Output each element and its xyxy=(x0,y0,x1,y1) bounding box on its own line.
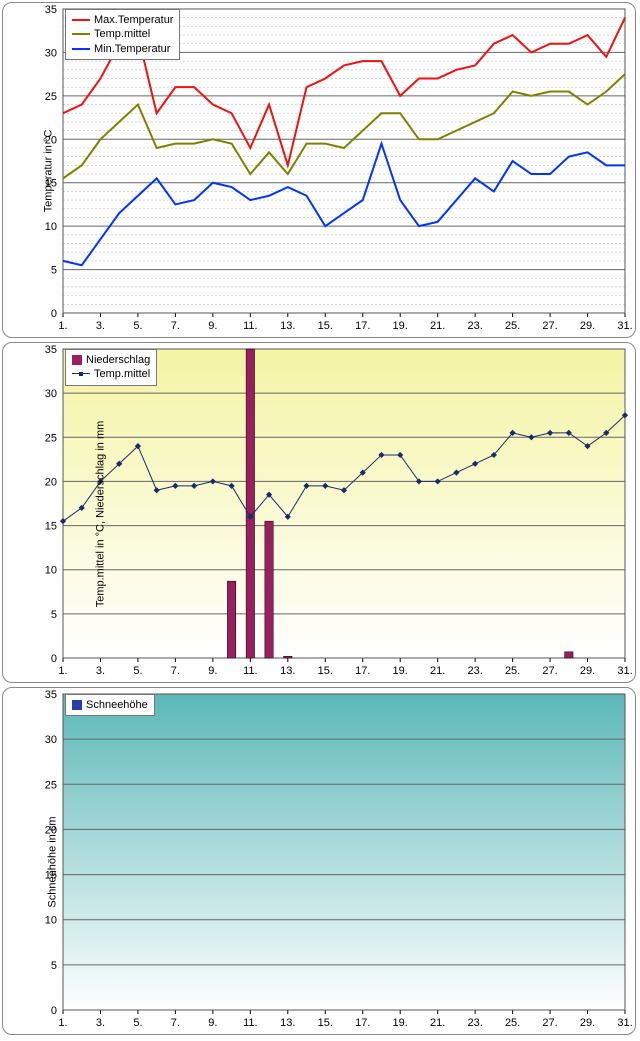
svg-text:13.: 13. xyxy=(280,320,295,332)
legend-swatch xyxy=(72,33,90,35)
legend-swatch xyxy=(72,19,90,21)
svg-text:21.: 21. xyxy=(430,320,445,332)
svg-text:3.: 3. xyxy=(96,665,105,677)
svg-text:35: 35 xyxy=(45,689,57,701)
ylabel-2: Temp.mittel in °C, Niederschlag in mm xyxy=(94,420,106,607)
svg-text:30: 30 xyxy=(45,734,57,746)
svg-text:27.: 27. xyxy=(542,1017,557,1029)
precipitation-chart: Temp.mittel in °C, Niederschlag in mm Ni… xyxy=(2,342,636,683)
legend-label: Temp.mittel xyxy=(94,27,150,41)
svg-text:13.: 13. xyxy=(280,1017,295,1029)
svg-text:0: 0 xyxy=(51,1005,57,1017)
svg-text:5: 5 xyxy=(51,960,57,972)
svg-text:27.: 27. xyxy=(542,665,557,677)
svg-text:30: 30 xyxy=(45,47,57,59)
svg-text:15.: 15. xyxy=(318,665,333,677)
legend-row: Temp.mittel xyxy=(72,27,173,41)
svg-text:5.: 5. xyxy=(133,665,142,677)
svg-text:25.: 25. xyxy=(505,320,520,332)
svg-text:3.: 3. xyxy=(96,1017,105,1029)
legend-3: Schneehöhe xyxy=(65,694,155,716)
svg-text:9.: 9. xyxy=(208,1017,217,1029)
svg-text:15.: 15. xyxy=(318,1017,333,1029)
svg-text:20: 20 xyxy=(45,476,57,488)
legend-row: Min.Temperatur xyxy=(72,42,173,56)
svg-text:29.: 29. xyxy=(580,665,595,677)
svg-text:21.: 21. xyxy=(430,665,445,677)
legend-swatch xyxy=(72,370,90,378)
legend-row: Max.Temperatur xyxy=(72,13,173,27)
legend-label: Schneehöhe xyxy=(86,698,148,712)
svg-text:19.: 19. xyxy=(393,320,408,332)
svg-text:11.: 11. xyxy=(243,665,257,677)
svg-text:7.: 7. xyxy=(171,1017,180,1029)
plot-wrap-1: Temperatur in °C Max.TemperaturTemp.mitt… xyxy=(3,3,635,338)
plot-wrap-3: Schneehöhe in cm Schneehöhe 051015202530… xyxy=(3,688,635,1035)
ylabel-1: Temperatur in °C xyxy=(42,130,54,213)
svg-text:17.: 17. xyxy=(355,320,370,332)
legend-label: Max.Temperatur xyxy=(94,13,173,27)
svg-text:25.: 25. xyxy=(505,665,520,677)
svg-text:1.: 1. xyxy=(58,1017,67,1029)
svg-text:10: 10 xyxy=(45,915,57,927)
svg-text:25: 25 xyxy=(45,432,57,444)
svg-text:23.: 23. xyxy=(467,320,482,332)
legend-label: Min.Temperatur xyxy=(94,42,170,56)
svg-text:29.: 29. xyxy=(580,320,595,332)
svg-text:30: 30 xyxy=(45,388,57,400)
svg-text:35: 35 xyxy=(45,344,57,356)
ylabel-3: Schneehöhe in cm xyxy=(47,816,59,907)
svg-text:10: 10 xyxy=(45,221,57,233)
svg-text:5.: 5. xyxy=(133,1017,142,1029)
legend-swatch xyxy=(72,700,82,710)
svg-text:0: 0 xyxy=(51,308,57,320)
plot-wrap-2: Temp.mittel in °C, Niederschlag in mm Ni… xyxy=(3,343,635,683)
svg-text:13.: 13. xyxy=(280,665,295,677)
svg-text:1.: 1. xyxy=(58,320,67,332)
svg-text:5: 5 xyxy=(51,609,57,621)
svg-text:23.: 23. xyxy=(467,1017,482,1029)
legend-1: Max.TemperaturTemp.mittelMin.Temperatur xyxy=(65,9,180,60)
svg-text:17.: 17. xyxy=(355,1017,370,1029)
svg-text:11.: 11. xyxy=(243,320,257,332)
svg-text:31.: 31. xyxy=(617,665,632,677)
svg-text:9.: 9. xyxy=(208,320,217,332)
legend-swatch xyxy=(72,355,82,365)
svg-text:27.: 27. xyxy=(542,320,557,332)
legend-row: Niederschlag xyxy=(72,353,150,367)
svg-text:25: 25 xyxy=(45,779,57,791)
svg-text:25.: 25. xyxy=(505,1017,520,1029)
svg-text:3.: 3. xyxy=(96,320,105,332)
svg-text:0: 0 xyxy=(51,653,57,665)
svg-text:15: 15 xyxy=(45,521,57,533)
svg-text:17.: 17. xyxy=(355,665,370,677)
legend-row: Schneehöhe xyxy=(72,698,148,712)
svg-text:5.: 5. xyxy=(133,320,142,332)
svg-text:35: 35 xyxy=(45,4,57,16)
legend-label: Temp.mittel xyxy=(94,367,150,381)
svg-text:5: 5 xyxy=(51,265,57,277)
svg-text:31.: 31. xyxy=(617,320,632,332)
svg-text:7.: 7. xyxy=(171,320,180,332)
svg-text:29.: 29. xyxy=(580,1017,595,1029)
svg-text:25: 25 xyxy=(45,91,57,103)
svg-text:21.: 21. xyxy=(430,1017,445,1029)
svg-text:1.: 1. xyxy=(58,665,67,677)
legend-swatch xyxy=(72,48,90,50)
legend-2: NiederschlagTemp.mittel xyxy=(65,349,157,386)
svg-text:7.: 7. xyxy=(171,665,180,677)
svg-text:23.: 23. xyxy=(467,665,482,677)
svg-text:31.: 31. xyxy=(617,1017,632,1029)
svg-text:19.: 19. xyxy=(393,665,408,677)
svg-3: 051015202530351.3.5.7.9.11.13.15.17.19.2… xyxy=(3,688,636,1035)
svg-text:9.: 9. xyxy=(208,665,217,677)
svg-text:10: 10 xyxy=(45,565,57,577)
svg-text:15.: 15. xyxy=(318,320,333,332)
snow-chart: Schneehöhe in cm Schneehöhe 051015202530… xyxy=(2,687,636,1035)
svg-text:19.: 19. xyxy=(393,1017,408,1029)
temperature-chart: Temperatur in °C Max.TemperaturTemp.mitt… xyxy=(2,2,636,338)
legend-row: Temp.mittel xyxy=(72,367,150,381)
svg-text:11.: 11. xyxy=(243,1017,257,1029)
legend-label: Niederschlag xyxy=(86,353,150,367)
